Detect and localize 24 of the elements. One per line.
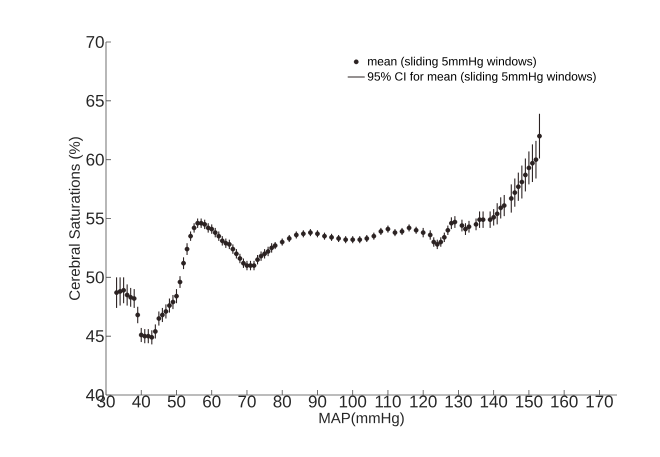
x-axis-title: MAP(mmHg) xyxy=(320,412,404,426)
x-tick-label: 130 xyxy=(446,396,472,408)
y-tick-label: 45 xyxy=(86,330,104,342)
x-tick-label: 110 xyxy=(376,396,401,408)
x-tick-label: 100 xyxy=(340,396,366,408)
x-tick-label: 160 xyxy=(551,396,578,408)
annotation: 95% CI for mean (sliding 5mmHg windows) xyxy=(368,72,596,84)
x-tick-label: 60 xyxy=(203,396,220,408)
x-tick-label: 120 xyxy=(410,396,437,408)
y-tick-label: 70 xyxy=(86,36,104,48)
y-tick-label: 60 xyxy=(86,154,104,166)
legend-label: mean (sliding 5mmHg windows) xyxy=(368,56,536,68)
x-tick-label: 80 xyxy=(274,396,291,408)
x-tick-label: 70 xyxy=(238,396,256,408)
x-tick-label: 90 xyxy=(308,396,326,408)
x-tick-label: 170 xyxy=(586,396,613,408)
x-tick-label: 40 xyxy=(132,396,150,408)
y-tick-label: 50 xyxy=(86,271,104,284)
x-tick-label: 140 xyxy=(480,396,508,408)
y-tick-label: 55 xyxy=(86,212,104,224)
y-axis-title: Cerebral Saturations (%) xyxy=(68,137,83,300)
x-tick-label: 150 xyxy=(516,396,542,408)
x-tick-label: 50 xyxy=(168,396,186,408)
y-tick-label: 65 xyxy=(86,94,104,107)
